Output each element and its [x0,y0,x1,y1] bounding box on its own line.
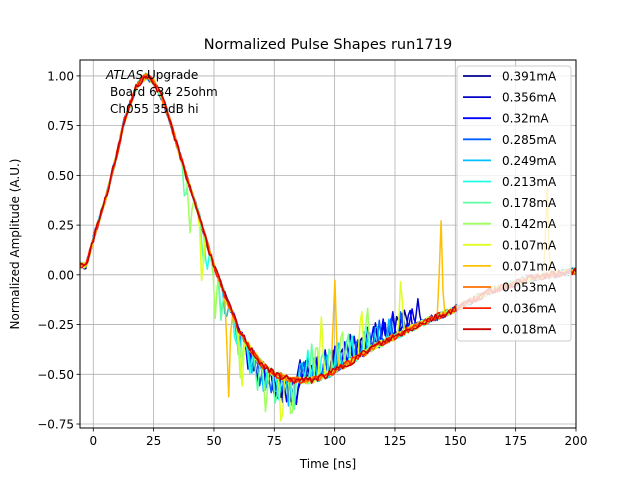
annotation-line-1: ATLAS Upgrade [105,68,198,82]
legend-label: 0.213mA [502,175,557,189]
y-tick-label: −0.25 [37,318,74,332]
x-tick-label: 75 [267,434,282,448]
y-tick-label: 0.50 [47,169,74,183]
annotation-line-2: Board 634 25ohm [110,85,218,99]
x-axis-ticks: 0 25 50 75 100 125 150 175 200 [89,428,587,448]
x-tick-label: 125 [384,434,407,448]
legend-box [456,65,572,342]
legend-label: 0.356mA [502,91,557,105]
y-tick-label: 0.00 [47,268,74,282]
y-tick-label: −0.75 [37,418,74,432]
legend-label: 0.036mA [502,302,557,316]
legend-label: 0.178mA [502,196,557,210]
legend-label: 0.071mA [502,259,557,273]
plot-frame [79,59,577,429]
y-tick-label: 0.25 [47,219,74,233]
legend-label: 0.285mA [502,133,557,147]
x-tick-label: 0 [89,434,97,448]
annotation-line-3: Ch055 35dB hi [110,102,199,116]
x-axis-label: Time [ns] [299,457,356,471]
annotation-upgrade: Upgrade [143,68,198,82]
chart-title: Normalized Pulse Shapes run1719 [204,37,452,53]
legend-label: 0.142mA [502,217,557,231]
y-axis-ticks: −0.75 −0.50 −0.25 0.00 0.25 0.50 0.75 1.00 [37,69,80,432]
legend-label: 0.391mA [502,70,557,84]
x-tick-label: 200 [565,434,588,448]
x-tick-label: 175 [504,434,527,448]
legend-label: 0.107mA [502,238,557,252]
x-tick-label: 100 [323,434,346,448]
legend-label: 0.249mA [502,154,557,168]
y-axis-label: Normalized Amplitude (A.U.) [8,159,22,330]
y-tick-label: 0.75 [47,119,74,133]
x-tick-label: 50 [206,434,221,448]
annotation-atlas: ATLAS [105,68,144,82]
legend-label: 0.32mA [502,112,549,126]
legend-label: 0.018mA [502,323,557,337]
x-tick-label: 25 [146,434,161,448]
legend: 0.391mA 0.356mA 0.32mA 0.285mA 0.249mA 0.213m… [456,65,572,342]
y-tick-label: −0.50 [37,368,74,382]
x-tick-label: 150 [444,434,467,448]
y-tick-label: 1.00 [47,69,74,83]
atlas-annotation: ATLAS Upgrade Board 634 25ohm Ch055 35dB… [105,68,218,116]
legend-label: 0.053mA [502,281,557,295]
